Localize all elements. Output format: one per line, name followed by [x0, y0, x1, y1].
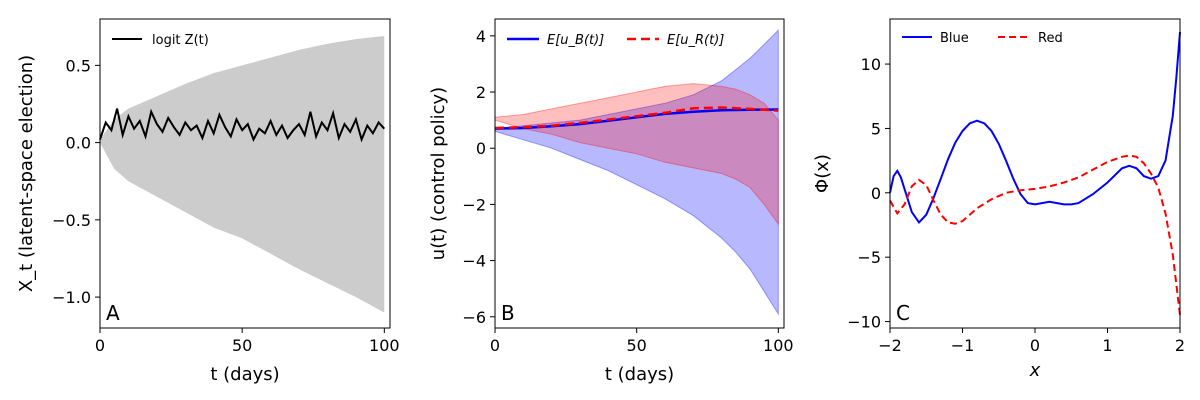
- y-tick-label: −1.0: [52, 288, 91, 307]
- y-axis-label: Φ(x): [812, 154, 833, 193]
- panel-label: B: [501, 301, 515, 325]
- y-axis-label: X_t (latent-space election): [16, 55, 37, 292]
- panel-label: C: [896, 301, 910, 325]
- y-axis-label: u(t) (control policy): [428, 87, 449, 260]
- legend-label: logit Z(t): [152, 33, 209, 48]
- y-tick-label: −4: [462, 252, 486, 271]
- x-tick-label: 0: [490, 336, 500, 355]
- red-band: [494, 83, 779, 226]
- series-expected-ur: [494, 106, 779, 130]
- y-tick-label: 5: [871, 119, 881, 138]
- x-tick-label: 100: [369, 336, 400, 355]
- x-tick-label: 50: [626, 336, 646, 355]
- y-tick-label: −6: [462, 308, 486, 327]
- panel-label: A: [106, 301, 120, 325]
- y-tick-label: 0: [871, 184, 881, 203]
- blue-band: [494, 28, 779, 316]
- y-tick-label: −10: [847, 313, 881, 332]
- x-axis-label: t (days): [210, 364, 279, 385]
- series-red: [889, 154, 1181, 316]
- x-tick-label: 2: [1175, 336, 1185, 355]
- plot-frame: [494, 18, 785, 329]
- y-tick-label: −2: [462, 195, 486, 214]
- x-tick-label: 0: [95, 336, 105, 355]
- y-tick-label: −5: [857, 248, 881, 267]
- legend-label: Red: [1038, 31, 1063, 46]
- y-tick-label: 0.5: [66, 56, 91, 75]
- x-tick-label: 1: [1102, 336, 1112, 355]
- x-tick-label: 0: [1030, 336, 1040, 355]
- x-tick-label: −2: [878, 336, 902, 355]
- y-tick-label: 4: [476, 27, 486, 46]
- y-tick-label: 10: [861, 55, 881, 74]
- x-tick-label: −1: [951, 336, 975, 355]
- uncertainty-band: [100, 36, 385, 313]
- y-tick-label: −0.5: [52, 211, 91, 230]
- legend-label: Blue: [940, 31, 969, 46]
- x-tick-label: 50: [232, 336, 252, 355]
- x-axis-label: t (days): [605, 364, 674, 385]
- legend-label: E[u_R(t)]: [667, 33, 724, 48]
- y-tick-label: 0.0: [66, 134, 91, 153]
- x-axis-label: x: [1029, 360, 1041, 381]
- series-blue: [889, 31, 1181, 224]
- plot-frame: [99, 18, 391, 329]
- panel-b: 0 50 100 4 2 0 −2 −4 −6 B E[u_B(t)] E[u_R(t)]t (day…: [428, 18, 794, 385]
- series-logit-z: [99, 108, 386, 143]
- x-tick-label: 100: [763, 336, 794, 355]
- y-tick-label: 0: [476, 139, 486, 158]
- y-tick-label: 2: [476, 83, 486, 102]
- legend-label: E[u_B(t)]: [547, 33, 604, 48]
- plot-frame: [889, 18, 1181, 329]
